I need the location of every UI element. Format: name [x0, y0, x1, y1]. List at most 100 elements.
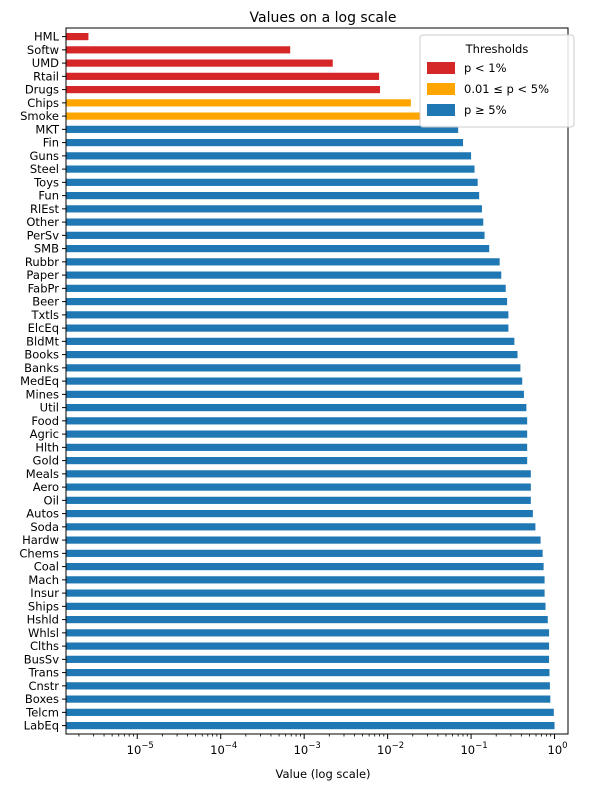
- x-tick-base: 10: [460, 743, 475, 757]
- x-tick-base: 10: [210, 743, 225, 757]
- bar-rlest: [66, 205, 482, 213]
- category-label-agric: Agric: [30, 427, 59, 441]
- category-label-steel: Steel: [30, 162, 59, 176]
- bar-paper: [66, 271, 502, 279]
- bar-elceq: [66, 324, 509, 332]
- x-tick-base: 10: [548, 743, 563, 757]
- bar-oil: [66, 496, 531, 504]
- category-label-clths: Clths: [30, 639, 59, 653]
- category-label-telcm: Telcm: [25, 705, 59, 719]
- bar-persv: [66, 231, 485, 239]
- bar-hshld: [66, 616, 548, 624]
- category-label-paper: Paper: [26, 268, 59, 282]
- category-label-fun: Fun: [38, 189, 59, 203]
- bar-cnstr: [66, 682, 550, 690]
- legend: Thresholds p < 1% 0.01 ≤ p < 5% p ≥ 5%: [419, 34, 575, 128]
- bar-umd: [66, 59, 333, 67]
- category-label-beer: Beer: [32, 295, 59, 309]
- category-label-whlsl: Whlsl: [28, 626, 59, 640]
- category-label-chems: Chems: [19, 546, 59, 560]
- bar-aero: [66, 483, 531, 491]
- category-label-labeq: LabEq: [24, 719, 59, 733]
- category-label-elceq: ElcEq: [28, 321, 59, 335]
- legend-box: [419, 34, 575, 128]
- bar-autos: [66, 510, 533, 518]
- bar-beer: [66, 298, 508, 306]
- category-label-banks: Banks: [24, 361, 59, 375]
- legend-item-label: p < 1%: [464, 61, 507, 75]
- x-axis-label: Value (log scale): [275, 767, 370, 781]
- bar-chems: [66, 549, 543, 557]
- category-label-rubbr: Rubbr: [25, 255, 59, 269]
- x-tick-label: 10−2: [377, 741, 404, 757]
- category-label-rlest: RlEst: [30, 202, 59, 216]
- category-label-insur: Insur: [30, 586, 59, 600]
- category-label-boxes: Boxes: [25, 692, 59, 706]
- bar-insur: [66, 589, 545, 597]
- category-label-trans: Trans: [28, 666, 59, 680]
- x-tick-label: 10−3: [294, 741, 321, 757]
- bar-txtls: [66, 311, 509, 319]
- bar-fin: [66, 139, 463, 147]
- bar-food: [66, 417, 528, 425]
- category-label-oil: Oil: [44, 493, 59, 507]
- plot-frame: [65, 27, 569, 735]
- category-label-softw: Softw: [27, 43, 59, 57]
- bar-soda: [66, 523, 536, 531]
- category-label-autos: Autos: [26, 507, 59, 521]
- x-tick-exponent: −2: [392, 741, 405, 751]
- bar-mach: [66, 576, 545, 584]
- legend-item-label: p ≥ 5%: [464, 103, 507, 117]
- bar-drugs: [66, 86, 380, 94]
- category-label-ships: Ships: [28, 599, 59, 613]
- x-tick-label: 10−1: [460, 741, 487, 757]
- category-label-guns: Guns: [30, 149, 59, 163]
- bar-labeq: [66, 722, 555, 730]
- x-tick-label: 10−5: [127, 741, 154, 757]
- x-axis: 10−5 10−4 10−3 10−2 10−1 100: [78, 734, 568, 757]
- category-label-cnstr: Cnstr: [28, 679, 59, 693]
- bar-agric: [66, 430, 528, 438]
- category-label-mines: Mines: [26, 387, 59, 401]
- bar-fun: [66, 192, 480, 200]
- bar-rubbr: [66, 258, 500, 266]
- bar-medeq: [66, 377, 523, 385]
- legend-title: Thresholds: [465, 42, 529, 56]
- category-label-mach: Mach: [28, 573, 59, 587]
- x-tick-label: 10−4: [210, 741, 237, 757]
- category-label-smb: SMB: [34, 242, 59, 256]
- category-labels: HMLSoftwUMDRtailDrugsChipsSmokeMKTFinGun…: [19, 30, 66, 733]
- legend-items: p < 1% 0.01 ≤ p < 5% p ≥ 5%: [427, 61, 549, 117]
- category-label-aero: Aero: [33, 480, 59, 494]
- category-label-gold: Gold: [33, 454, 59, 468]
- bar-clths: [66, 642, 550, 650]
- bar-hlth: [66, 443, 528, 451]
- bar-bussv: [66, 655, 550, 663]
- category-label-books: Books: [24, 348, 59, 362]
- category-label-rtail: Rtail: [33, 69, 59, 83]
- category-label-food: Food: [31, 414, 59, 428]
- x-tick-base: 10: [294, 743, 309, 757]
- category-label-hlth: Hlth: [35, 440, 59, 454]
- bar-coal: [66, 563, 544, 571]
- category-label-bldmt: BldMt: [26, 334, 59, 348]
- bar-mkt: [66, 125, 459, 133]
- bar-bldmt: [66, 337, 515, 345]
- bar-telcm: [66, 708, 554, 716]
- x-tick-exponent: −5: [141, 741, 154, 751]
- x-tick-base: 10: [127, 743, 142, 757]
- x-tick-base: 10: [377, 743, 392, 757]
- bar-fabpr: [66, 284, 506, 292]
- bar-meals: [66, 470, 531, 478]
- chart-title: Values on a log scale: [250, 10, 397, 26]
- legend-swatch: [427, 62, 455, 74]
- bar-rtail: [66, 72, 380, 80]
- legend-item-label: 0.01 ≤ p < 5%: [464, 82, 549, 96]
- category-label-medeq: MedEq: [20, 374, 59, 388]
- bar-ships: [66, 602, 546, 610]
- category-label-fin: Fin: [43, 136, 59, 150]
- bar-util: [66, 404, 527, 412]
- bar-other: [66, 218, 484, 226]
- category-label-mkt: MKT: [35, 122, 60, 136]
